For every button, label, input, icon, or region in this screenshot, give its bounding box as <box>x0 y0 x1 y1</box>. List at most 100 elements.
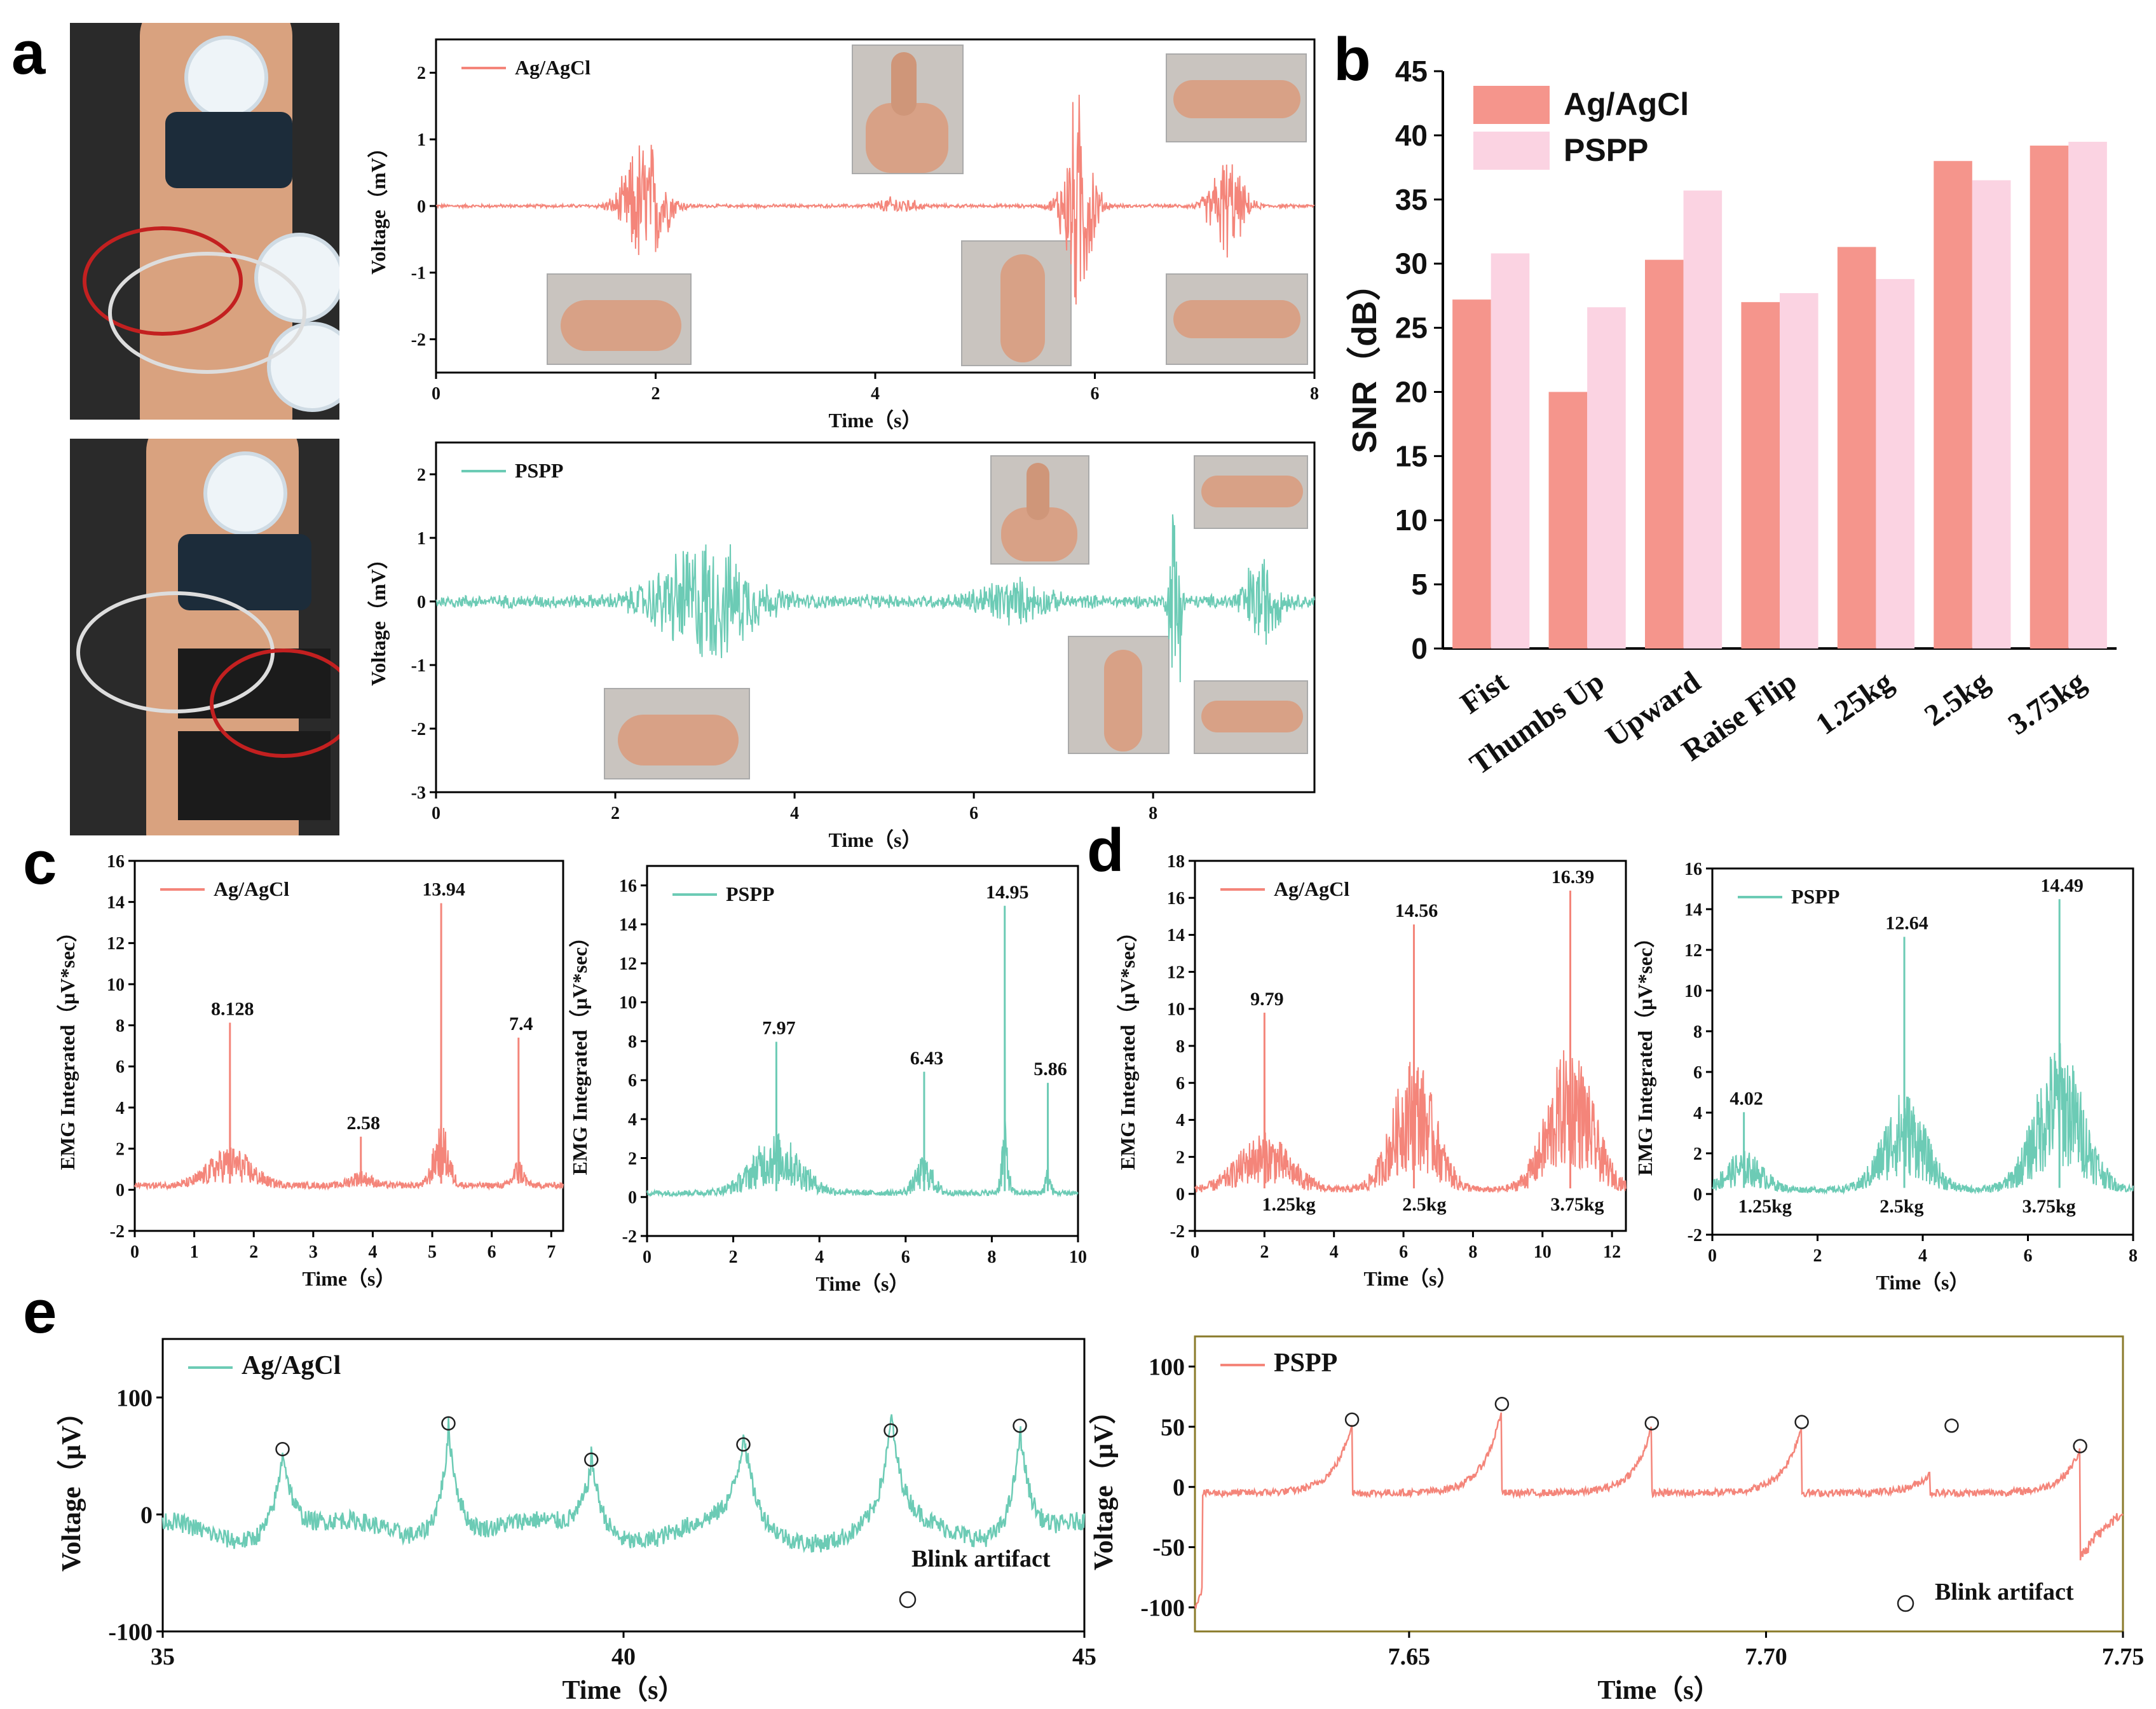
x-tick-label: 8 <box>1310 384 1319 404</box>
gesture-flat-hand-photo <box>1166 273 1308 365</box>
legend-swatch <box>1473 86 1550 124</box>
chart-e-left: 35 40 45 -100 0 100 Time（s） Voltage（μV） Ag/AgCl B… <box>57 1338 1096 1705</box>
signal-line <box>134 903 564 1191</box>
y-tick-label: 10 <box>107 975 125 995</box>
y-tick-label: 16 <box>1167 889 1185 909</box>
y-tick-label: 6 <box>628 1071 637 1091</box>
legend-label: PSPP <box>1274 1349 1337 1378</box>
x-tick-label: 40 <box>611 1644 636 1670</box>
group-label: 3.75kg <box>2023 1196 2076 1217</box>
x-tick-label: 0 <box>432 804 440 823</box>
chart-c-right: 0 2 4 6 8 10 -2 0 2 4 6 8 10 12 14 16 Time（s） EMG Integra… <box>568 865 1087 1295</box>
y-tick-label: -2 <box>622 1227 637 1247</box>
y-tick-label: 10 <box>619 993 637 1013</box>
y-tick-label: 12 <box>1684 941 1702 961</box>
y-tick-label: 6 <box>1176 1074 1185 1094</box>
y-tick-label: 0 <box>140 1502 153 1528</box>
x-tick-label: 6 <box>1091 384 1100 404</box>
blink-legend-marker <box>1897 1595 1914 1612</box>
y-tick-label: 30 <box>1395 247 1428 280</box>
gesture-open-hand-photo-2 <box>1194 455 1308 529</box>
x-tick-label: 2 <box>249 1242 258 1262</box>
y-tick-label: -100 <box>1140 1595 1185 1621</box>
blink-marker <box>441 1416 456 1431</box>
y-tick-label: 35 <box>1395 183 1428 216</box>
x-tick-label: 4 <box>790 804 799 823</box>
bar-pspp <box>1780 293 1818 649</box>
group-label: 1.25kg <box>1738 1196 1792 1217</box>
x-tick-label: 12 <box>1603 1242 1621 1262</box>
bar-agagcl <box>2030 146 2069 649</box>
y-tick-label: 1 <box>417 130 426 150</box>
blink-marker <box>1344 1412 1360 1427</box>
blink-legend-marker <box>899 1591 917 1609</box>
bar-agagcl <box>1548 392 1588 649</box>
y-tick-label: 2 <box>417 465 426 485</box>
chart-a-top: 0 2 4 6 8 -2 -1 0 1 2 Time（s） Voltage（mV） Ag/AgCl <box>367 38 1319 432</box>
y-tick-label: 50 <box>1161 1414 1185 1441</box>
x-tick-label: 1 <box>190 1242 199 1262</box>
y-tick-label: 20 <box>1395 375 1428 408</box>
photo-arm-agagcl <box>70 23 339 420</box>
peak-label: 14.56 <box>1395 900 1438 921</box>
x-axis-title: Time（s） <box>816 1272 910 1295</box>
panel-label-e: e <box>23 1278 57 1346</box>
gesture-upward-photo-2 <box>1068 636 1170 754</box>
x-tick-label: 8 <box>1149 804 1157 823</box>
legend-label: Ag/AgCl <box>1274 877 1349 900</box>
x-tick-label: 2 <box>1260 1242 1269 1262</box>
y-tick-label: -50 <box>1152 1535 1185 1561</box>
signal-line <box>1712 899 2134 1195</box>
x-category-label: 1.25kg <box>1810 665 1899 742</box>
y-tick-label: 1 <box>417 529 426 549</box>
blink-marker <box>1494 1397 1510 1411</box>
y-tick-label: 0 <box>628 1188 637 1208</box>
x-tick-label: 2 <box>729 1247 738 1267</box>
y-tick-label: 12 <box>619 954 637 974</box>
x-tick-label: 6 <box>2024 1246 2033 1266</box>
x-axis-title: Time（s） <box>829 828 922 851</box>
legend-label: Ag/AgCl <box>1564 86 1689 122</box>
blink-marker <box>1013 1418 1027 1433</box>
y-tick-label: 40 <box>1395 119 1428 152</box>
x-category-label: 3.75kg <box>2002 665 2092 742</box>
y-axis-title: Voltage（mV） <box>367 549 390 686</box>
y-tick-label: 10 <box>1395 504 1428 537</box>
plot-frame <box>435 441 1316 793</box>
x-tick-label: 10 <box>1534 1242 1552 1262</box>
x-tick-label: 0 <box>1191 1242 1199 1262</box>
legend-label: PSPP <box>515 459 563 482</box>
blink-marker <box>736 1437 751 1452</box>
legend-label: PSPP <box>726 882 774 905</box>
peak-label: 2.58 <box>346 1113 380 1134</box>
plot-frame <box>1194 1335 2124 1633</box>
x-axis-title: Time（s） <box>563 1675 685 1705</box>
peak-label: 16.39 <box>1552 867 1595 888</box>
y-tick-label: 0 <box>1693 1185 1702 1205</box>
bar-agagcl <box>1645 259 1684 649</box>
gesture-open-hand-photo <box>1166 53 1307 142</box>
blink-marker <box>1794 1415 1809 1429</box>
gesture-fist-photo <box>547 273 692 365</box>
y-tick-label: 15 <box>1395 439 1428 472</box>
x-tick-label: 4 <box>1330 1242 1339 1262</box>
y-tick-label: 14 <box>1684 900 1702 920</box>
x-tick-label: 0 <box>1708 1246 1717 1266</box>
x-tick-label: 2 <box>611 804 620 823</box>
x-tick-label: 6 <box>969 804 978 823</box>
y-axis-title: EMG Integrated（μV*sec） <box>1634 928 1656 1176</box>
y-axis-title: SNR（dB） <box>1346 266 1384 453</box>
legend-label: PSPP <box>1564 132 1648 168</box>
y-axis-title: Voltage（μV） <box>57 1399 86 1572</box>
y-tick-label: 2 <box>628 1149 637 1169</box>
y-tick-label: -2 <box>411 330 426 350</box>
bar-pspp <box>2068 141 2107 649</box>
legend-swatch <box>1473 132 1550 170</box>
blink-marker <box>1644 1416 1660 1431</box>
peak-label: 9.79 <box>1250 989 1284 1010</box>
signal-line <box>435 514 1315 683</box>
x-tick-label: 6 <box>1399 1242 1408 1262</box>
signal-line <box>435 94 1315 305</box>
group-label: 1.25kg <box>1262 1194 1316 1215</box>
